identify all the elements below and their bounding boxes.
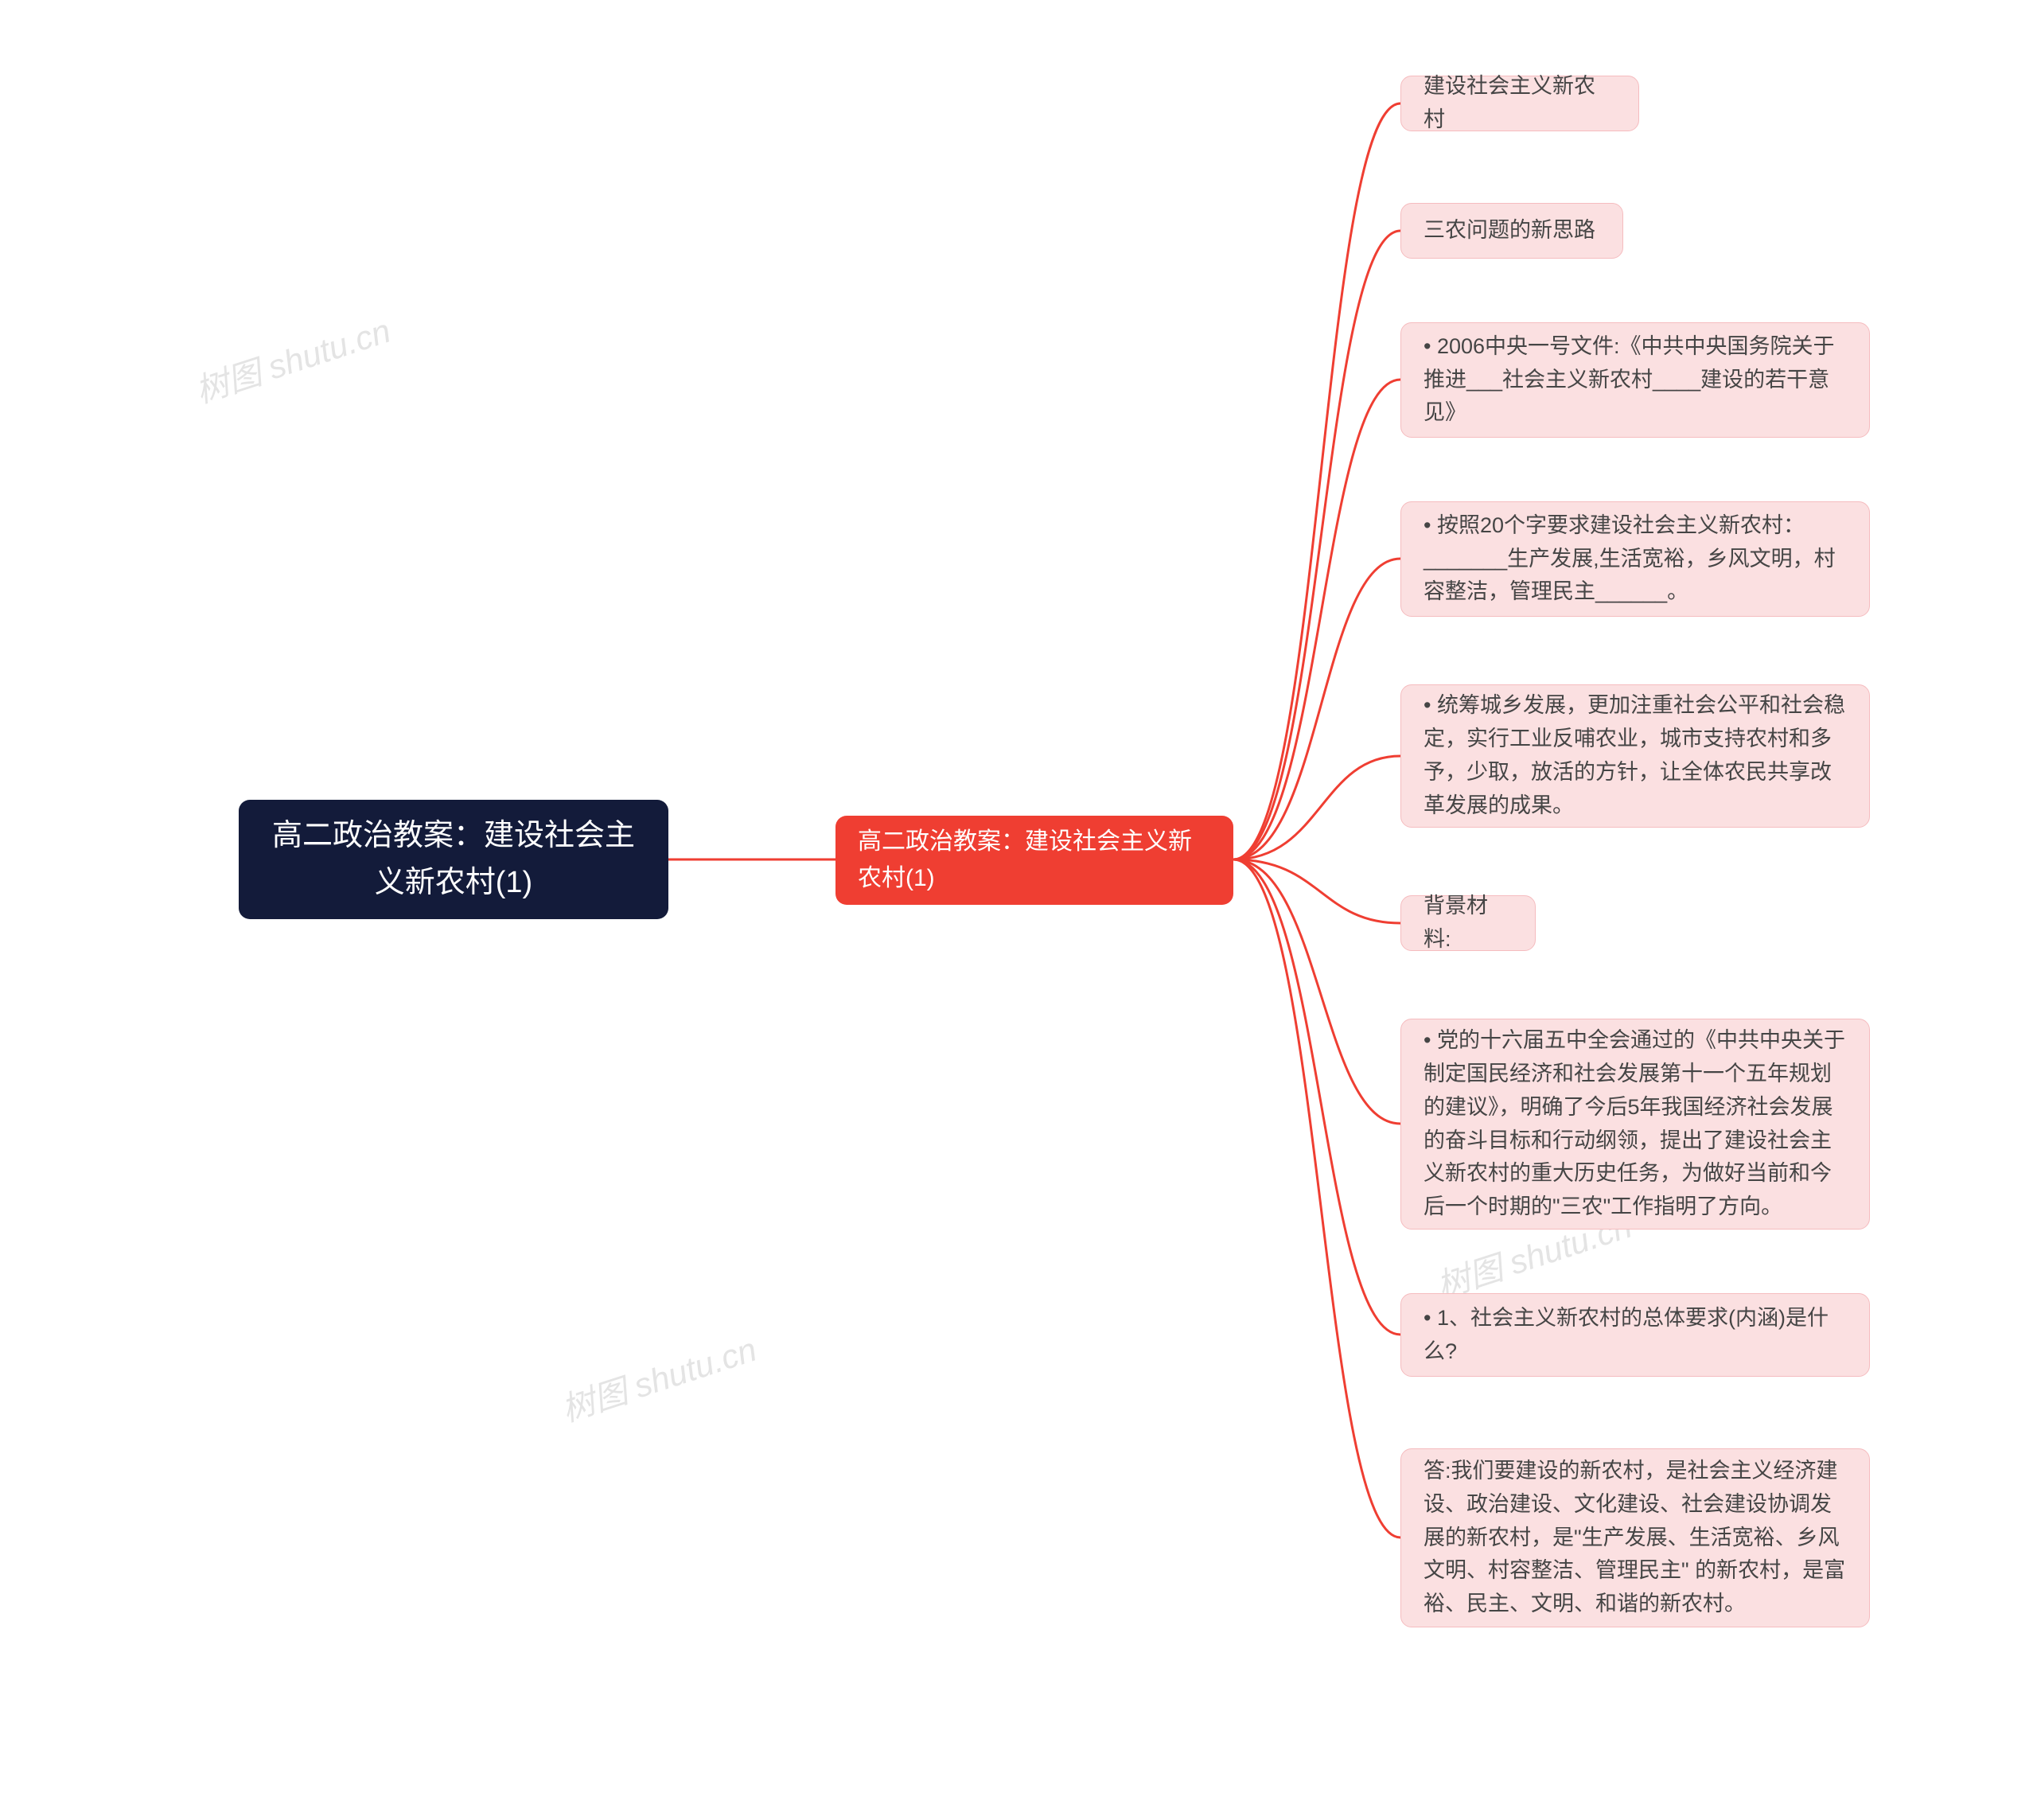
leaf-node[interactable]: 背景材料: (1400, 895, 1536, 951)
leaf-node[interactable]: 答:我们要建设的新农村，是社会主义经济建设、政治建设、文化建设、社会建设协调发展… (1400, 1448, 1870, 1627)
leaf-node-text: 三农问题的新思路 (1424, 214, 1595, 247)
leaf-node-text: • 按照20个字要求建设社会主义新农村：_______生产发展,生活宽裕，乡风文… (1424, 509, 1847, 610)
leaf-node-text: • 党的十六届五中全会通过的《中共中央关于制定国民经济和社会发展第十一个五年规划… (1424, 1024, 1847, 1224)
leaf-node-text: • 统筹城乡发展，更加注重社会公平和社会稳定，实行工业反哺农业，城市支持农村和多… (1424, 689, 1847, 822)
leaf-node[interactable]: • 按照20个字要求建设社会主义新农村：_______生产发展,生活宽裕，乡风文… (1400, 501, 1870, 617)
leaf-node-text: 建设社会主义新农村 (1424, 70, 1616, 137)
leaf-node-text: 答:我们要建设的新农村，是社会主义经济建设、政治建设、文化建设、社会建设协调发展… (1424, 1455, 1847, 1621)
leaf-node-text: • 1、社会主义新农村的总体要求(内涵)是什么? (1424, 1302, 1847, 1369)
mid-node-text: 高二政治教案：建设社会主义新农村(1) (858, 824, 1211, 898)
leaf-node-text: 背景材料: (1424, 890, 1513, 957)
leaf-node[interactable]: • 2006中央一号文件:《中共中央国务院关于推进___社会主义新农村____建… (1400, 322, 1870, 438)
mid-node[interactable]: 高二政治教案：建设社会主义新农村(1) (835, 816, 1233, 905)
leaf-node[interactable]: • 统筹城乡发展，更加注重社会公平和社会稳定，实行工业反哺农业，城市支持农村和多… (1400, 684, 1870, 828)
root-node[interactable]: 高二政治教案：建设社会主义新农村(1) (239, 800, 668, 919)
watermark: 树图 shutu.cn (189, 304, 396, 413)
mindmap-canvas: 树图 shutu.cn 树图 shutu.cn 树图 shutu.cn 树图 s… (0, 0, 2037, 1820)
leaf-node-text: • 2006中央一号文件:《中共中央国务院关于推进___社会主义新农村____建… (1424, 330, 1847, 431)
leaf-node[interactable]: • 党的十六届五中全会通过的《中共中央关于制定国民经济和社会发展第十一个五年规划… (1400, 1019, 1870, 1230)
leaf-node[interactable]: 三农问题的新思路 (1400, 203, 1623, 259)
leaf-node[interactable]: • 1、社会主义新农村的总体要求(内涵)是什么? (1400, 1293, 1870, 1377)
root-node-text: 高二政治教案：建设社会主义新农村(1) (261, 813, 646, 906)
watermark: 树图 shutu.cn (555, 1323, 762, 1432)
leaf-node[interactable]: 建设社会主义新农村 (1400, 76, 1639, 131)
